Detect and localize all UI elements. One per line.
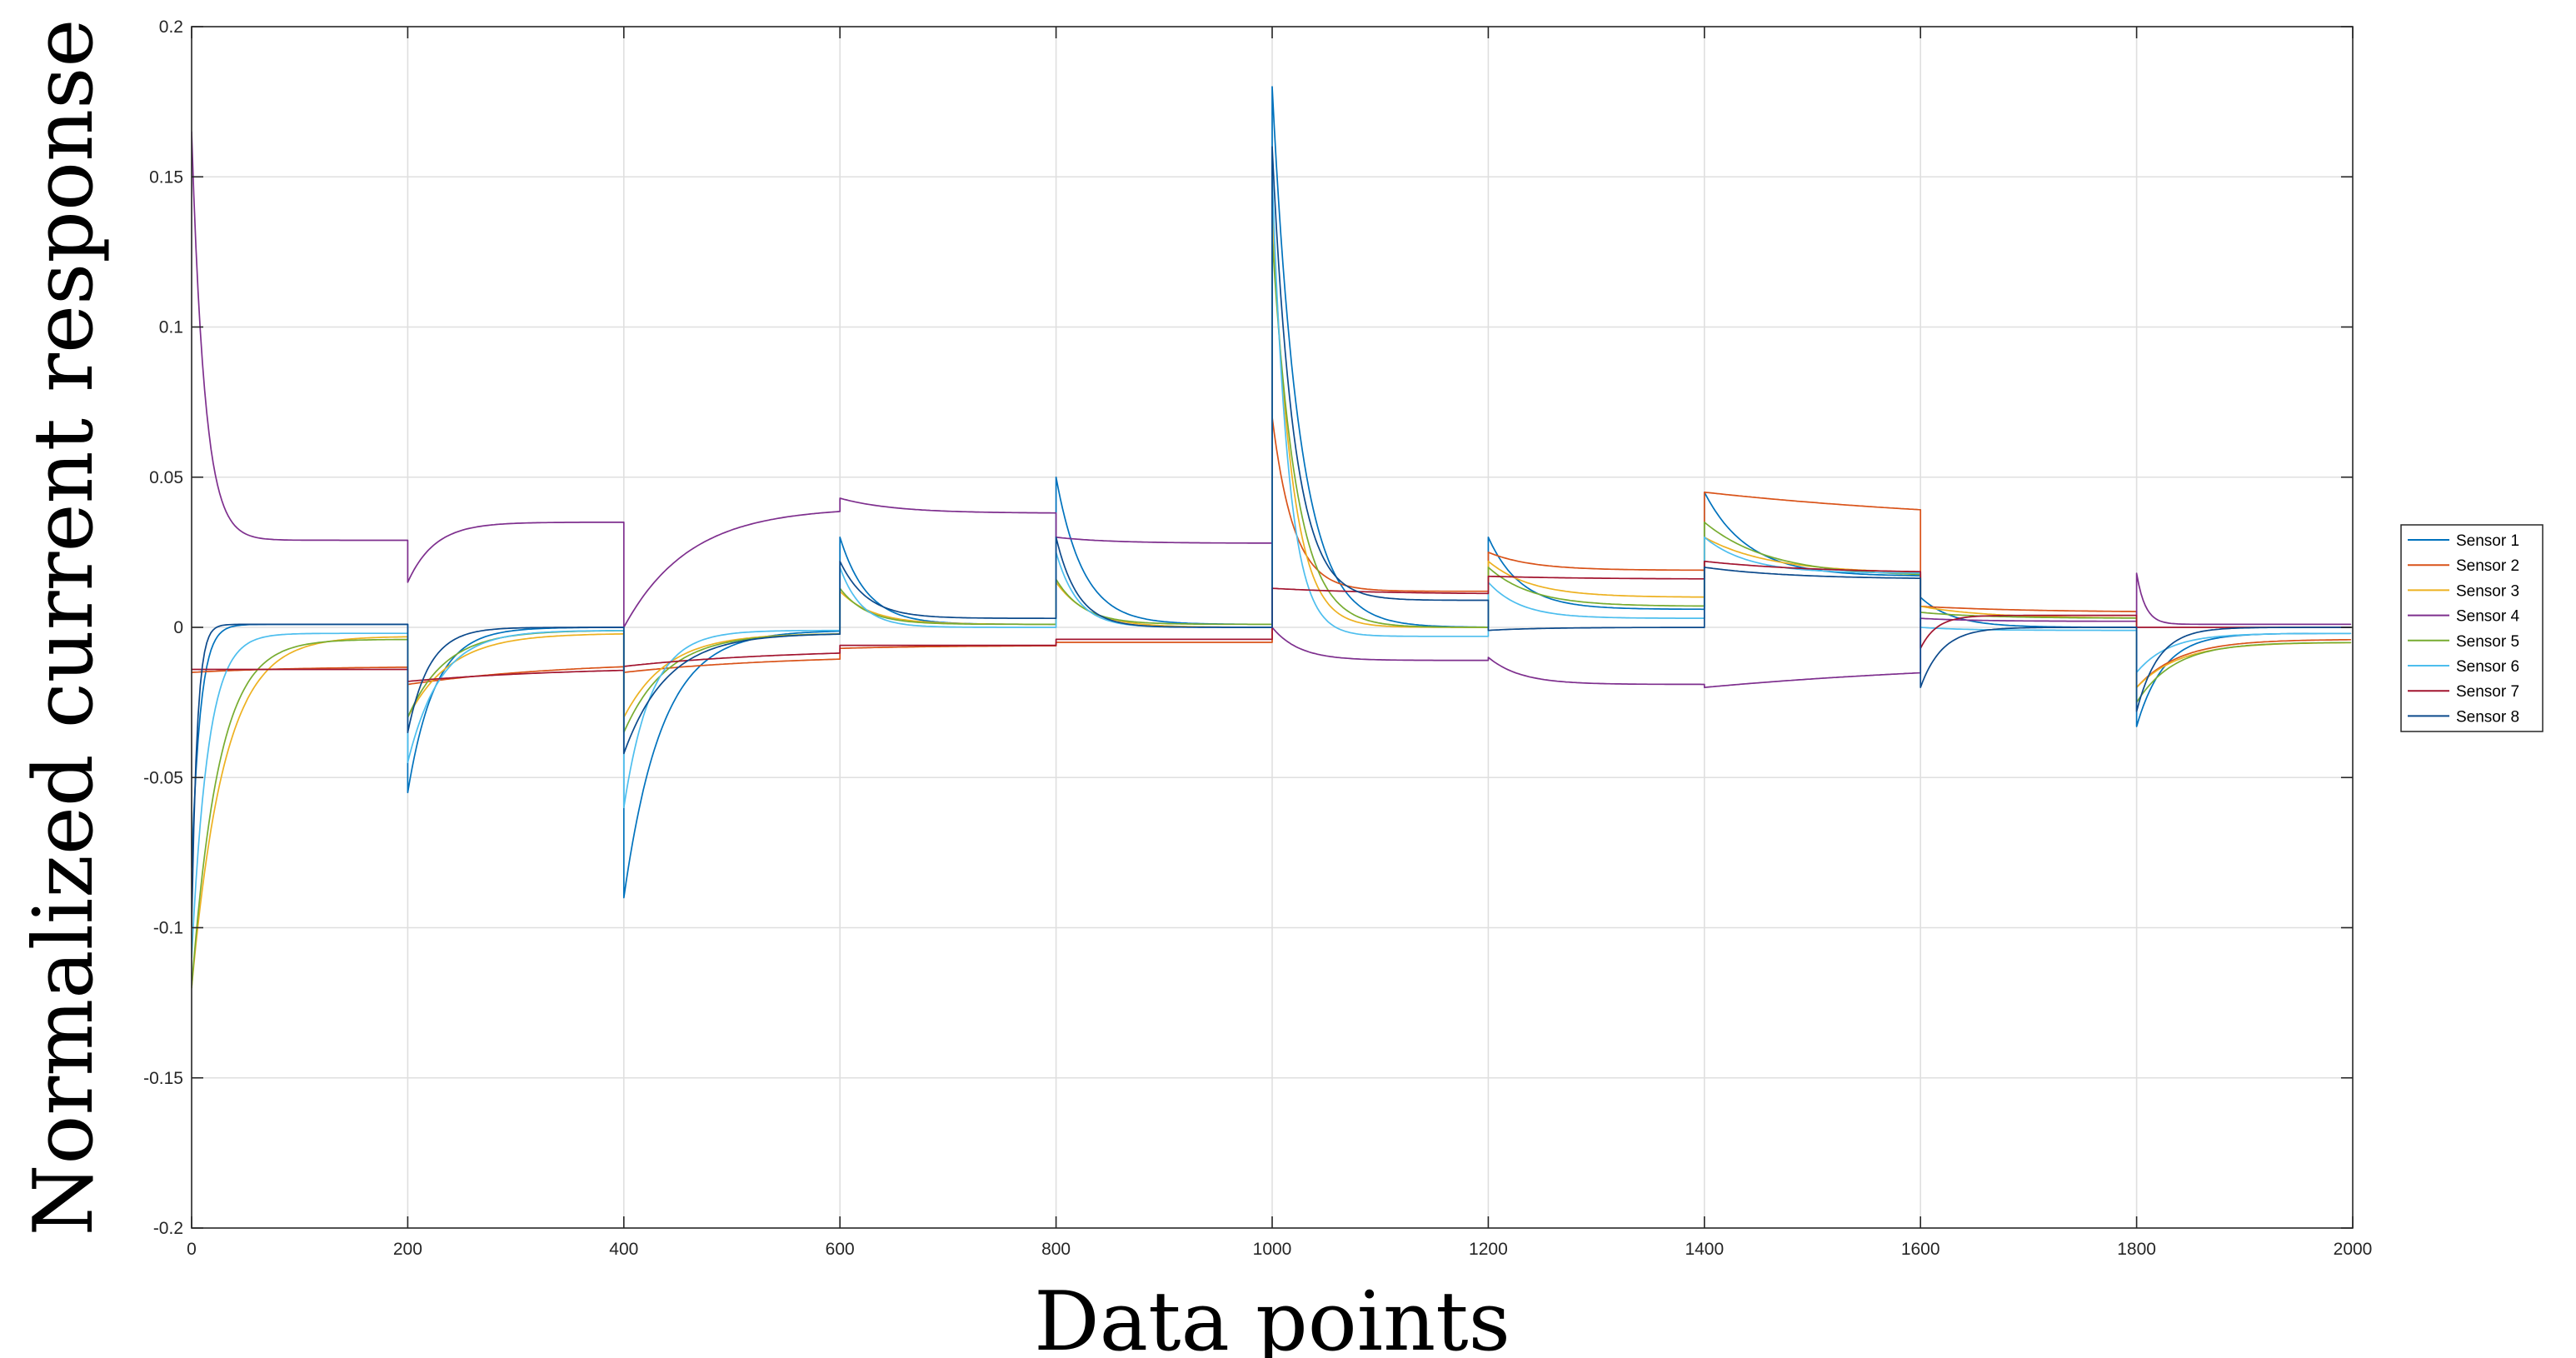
series-line-sensor-2 [192,416,2352,688]
x-tick-label: 2000 [2334,1240,2373,1259]
y-axis-title: Normalized current response [17,19,112,1236]
legend-label: Sensor 8 [2456,708,2519,726]
x-tick-label: 1600 [1901,1240,1940,1259]
legend-label: Sensor 5 [2456,633,2519,651]
x-tick-label: 1200 [1469,1240,1508,1259]
x-tick-label: 400 [609,1240,638,1259]
y-tick-label: -0.15 [143,1069,183,1088]
x-tick-label: 200 [393,1240,422,1259]
x-tick-label: 800 [1041,1240,1071,1259]
legend-label: Sensor 1 [2456,532,2519,550]
series-group [192,86,2352,989]
x-tick-label: 0 [187,1240,197,1259]
legend-label: Sensor 7 [2456,683,2519,701]
x-tick-label: 1400 [1685,1240,1724,1259]
y-tick-label: -0.1 [153,919,183,938]
y-tick-label: 0 [173,618,183,637]
series-line-sensor-7 [192,560,2352,682]
legend-label: Sensor 6 [2456,658,2519,676]
y-tick-label: 0.1 [159,318,183,337]
x-axis-title: Data points [1034,1275,1510,1358]
legend-box [2400,524,2544,732]
x-tick-label: 1800 [2117,1240,2156,1259]
legend-label: Sensor 2 [2456,557,2519,575]
x-axis-ticks: 0 200 400 600 800 1000 1200 1400 1600 1800 2000 [187,27,2372,1259]
legend: Sensor 1 Sensor 2 Sensor 3 Sensor 4 Sensor 5… [2400,524,2544,732]
y-axis-ticks: -0.2 -0.15 -0.1 -0.05 0 0.05 0.1 0.15 0.2 [143,17,2353,1238]
x-tick-label: 1000 [1253,1240,1292,1259]
y-tick-label: 0.2 [159,17,183,37]
y-tick-label: 0.15 [149,167,183,187]
legend-label: Sensor 4 [2456,608,2519,626]
y-tick-label: -0.2 [153,1219,183,1238]
y-tick-label: 0.05 [149,468,183,487]
y-tick-label: -0.05 [143,768,183,787]
x-tick-label: 600 [826,1240,855,1259]
legend-label: Sensor 3 [2456,582,2519,600]
series-line-sensor-8 [192,146,2352,929]
